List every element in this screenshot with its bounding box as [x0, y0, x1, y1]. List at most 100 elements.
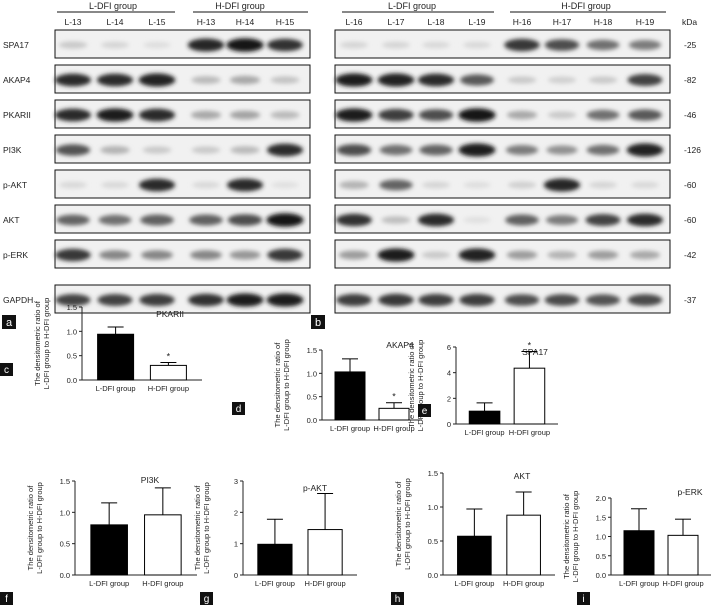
- protein-band: [627, 74, 663, 86]
- y-axis-label: The densitometric ratio of: [193, 485, 202, 571]
- panel-letter-box: [577, 592, 590, 605]
- bar: [149, 364, 187, 381]
- panel-letter-box: [311, 315, 325, 329]
- lane-label: L-14: [106, 17, 123, 27]
- protein-row-label: SPA17: [3, 40, 29, 50]
- panel-letter-box: [232, 402, 245, 415]
- y-axis-label: L-DFI group to H-DFI group: [571, 491, 580, 583]
- y-axis-label: The densitometric ratio of: [562, 493, 571, 579]
- lane-label: L-17: [387, 17, 404, 27]
- lane-label: H-17: [553, 17, 572, 27]
- protein-band: [378, 108, 414, 122]
- protein-band: [140, 214, 174, 226]
- blot-panel-a: L-DFI group H-DFI group L-13 L-14 L-15 H-13 H-…: [2, 1, 311, 329]
- category-label: L-DFI group: [255, 579, 295, 588]
- protein-band: [547, 76, 577, 84]
- protein-band: [544, 39, 580, 51]
- y-axis-label: The densitometric ratio of: [26, 485, 35, 571]
- protein-band: [547, 111, 577, 119]
- lane-label: H-19: [636, 17, 655, 27]
- y-tick-label: 2: [447, 394, 451, 403]
- chart-title: SPA17: [522, 347, 548, 357]
- protein-band: [270, 76, 300, 84]
- protein-band: [377, 73, 415, 87]
- panel-letter: c: [4, 365, 9, 376]
- category-label: L-DFI group: [465, 428, 505, 437]
- lane-label: L-13: [64, 17, 81, 27]
- protein-band: [629, 250, 661, 260]
- protein-band: [336, 144, 372, 156]
- lane-label: H-15: [276, 17, 295, 27]
- significance-mark: *: [392, 392, 396, 402]
- y-tick-label: 2.0: [596, 494, 606, 503]
- marker-weight: -46: [684, 110, 697, 120]
- lane-label: H-13: [197, 17, 216, 27]
- lane-label: L-16: [345, 17, 362, 27]
- category-label: H-DFI group: [503, 579, 544, 588]
- protein-band: [543, 178, 581, 192]
- y-tick-label: 3: [234, 477, 238, 486]
- protein-band: [54, 73, 92, 87]
- protein-band: [97, 294, 133, 306]
- y-axis-label: L-DFI group to H-DFI group: [403, 478, 412, 570]
- chart-d: AKAP4 0.0 0.5 1.0 1.5 The densitometric ratio…: [232, 339, 422, 433]
- protein-band: [189, 214, 223, 226]
- protein-band: [100, 146, 130, 154]
- protein-band: [191, 146, 221, 154]
- y-axis-label: The densitometric ratio of: [394, 481, 403, 567]
- protein-band: [506, 110, 538, 120]
- panel-letter-box: [2, 315, 16, 329]
- group-label-left: L-DFI group: [89, 1, 137, 11]
- category-label: H-DFI group: [509, 428, 550, 437]
- protein-band: [458, 108, 496, 122]
- category-label: H-DFI group: [148, 384, 189, 393]
- protein-band: [627, 109, 663, 121]
- lane-label: L-15: [148, 17, 165, 27]
- y-tick-label: 1: [234, 540, 238, 549]
- protein-band: [138, 178, 176, 192]
- protein-band: [507, 76, 537, 84]
- panel-letter: e: [422, 406, 428, 417]
- bar: [513, 367, 546, 425]
- protein-band: [463, 41, 491, 49]
- chart-title: p-AKT: [303, 483, 327, 493]
- bar: [307, 529, 343, 576]
- y-tick-label: 1.5: [307, 346, 317, 355]
- protein-band: [421, 181, 451, 189]
- protein-band: [546, 145, 578, 155]
- y-tick-label: 0: [234, 571, 238, 580]
- y-tick-label: 0: [447, 420, 451, 429]
- protein-band: [417, 213, 455, 227]
- protein-band: [58, 41, 88, 49]
- lane-label: L-19: [468, 17, 485, 27]
- protein-band: [504, 38, 540, 52]
- protein-band: [379, 144, 413, 156]
- bar: [468, 410, 501, 425]
- marker-weight: -126: [684, 145, 701, 155]
- protein-band: [338, 250, 370, 260]
- bar: [667, 534, 699, 576]
- protein-band: [505, 145, 539, 155]
- protein-band: [418, 109, 454, 121]
- y-tick-label: 1.5: [60, 477, 70, 486]
- blot-panel-b: L-DFI group H-DFI group L-16 L-17 L-18 L-19 H-…: [311, 1, 671, 329]
- protein-band: [504, 294, 540, 306]
- protein-band: [96, 73, 134, 87]
- protein-band: [588, 76, 618, 84]
- marker-weight: -60: [684, 215, 697, 225]
- category-label: L-DFI group: [454, 579, 494, 588]
- protein-band: [626, 213, 664, 227]
- protein-band: [507, 181, 537, 189]
- lane-label: L-18: [427, 17, 444, 27]
- significance-mark: *: [167, 351, 171, 361]
- protein-band: [505, 214, 539, 226]
- chart-f: PI3K 0.0 0.5 1.0 1.5 The densitometric ratio …: [0, 475, 197, 605]
- bar: [90, 524, 128, 576]
- row-labels-a: SPA17 AKAP4 PKARII PI3K p-AKT AKT p-ERK GAPDH: [3, 40, 33, 305]
- protein-row-label: PKARII: [3, 110, 31, 120]
- chart-title: PI3K: [141, 475, 160, 485]
- bar: [623, 530, 655, 576]
- protein-band: [586, 39, 620, 51]
- chart-h: AKT 0.0 0.5 1.0 1.5 The densitometric ratio o…: [391, 469, 555, 605]
